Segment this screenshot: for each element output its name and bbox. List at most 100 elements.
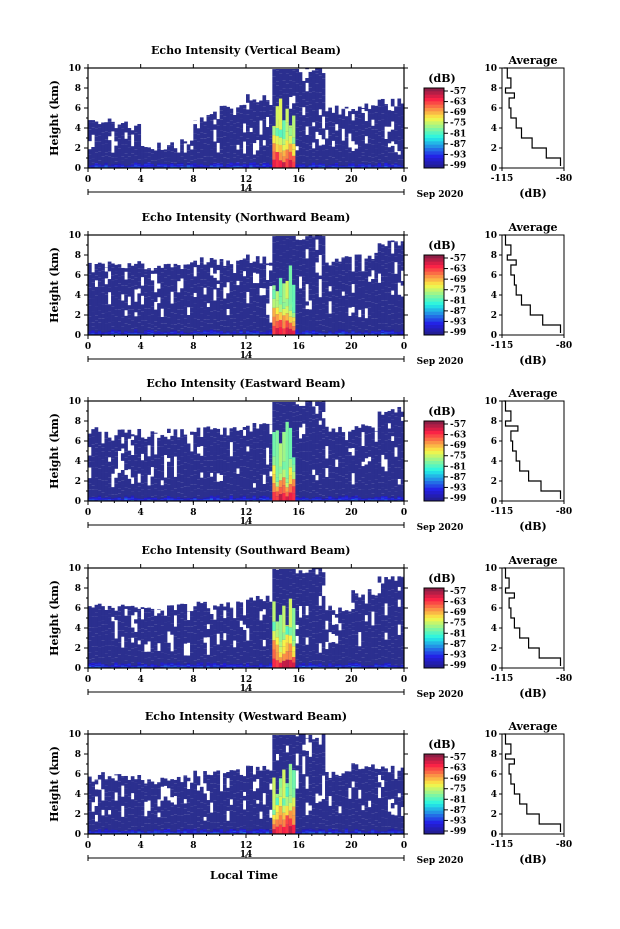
echo-cell	[282, 302, 286, 309]
echo-cell	[361, 452, 365, 462]
echo-cell	[196, 427, 201, 437]
echo-cell	[226, 462, 230, 469]
profile-y-tick-label: 2	[491, 144, 497, 154]
echo-cell	[160, 163, 165, 165]
echo-cell	[94, 489, 99, 501]
echo-cell	[278, 319, 283, 328]
echo-cell	[236, 264, 240, 270]
echo-cell	[255, 479, 260, 491]
echo-cell	[160, 323, 165, 335]
echo-cell	[374, 165, 379, 166]
echo-cell	[348, 329, 352, 335]
echo-cell	[236, 260, 240, 265]
echo-cell	[315, 282, 319, 287]
echo-cell	[209, 466, 214, 473]
echo-cell	[107, 322, 112, 335]
echo-cell	[180, 499, 184, 500]
colorbar-swatch	[424, 321, 444, 326]
echo-cell	[222, 441, 227, 448]
echo-cell	[262, 277, 267, 283]
colorbar-swatch	[424, 328, 444, 333]
echo-cell	[318, 324, 323, 335]
echo-cell	[249, 646, 253, 657]
echo-cell	[282, 150, 286, 157]
echo-cell	[216, 331, 221, 332]
echo-cell	[239, 447, 244, 460]
echo-cell	[239, 614, 244, 621]
echo-cell	[374, 290, 379, 296]
echo-cell	[117, 309, 122, 322]
echo-cell	[209, 619, 214, 625]
echo-cell	[295, 474, 300, 485]
echo-cell	[203, 294, 207, 302]
echo-cell	[400, 296, 404, 309]
echo-cell	[127, 638, 132, 651]
echo-cell	[380, 306, 385, 313]
echo-cell	[114, 136, 119, 142]
echo-cell	[252, 613, 257, 621]
echo-cell	[140, 495, 145, 501]
echo-cell	[226, 132, 230, 143]
echo-cell	[308, 235, 313, 239]
echo-cell	[364, 166, 369, 167]
echo-cell	[143, 498, 148, 500]
echo-cell	[236, 634, 240, 643]
echo-cell	[331, 498, 336, 500]
echo-cell	[387, 248, 392, 257]
echo-cell	[338, 426, 342, 436]
echo-cell	[301, 99, 306, 108]
echo-cell	[328, 431, 332, 440]
echo-cell	[199, 455, 204, 464]
echo-cell	[203, 319, 207, 323]
echo-cell	[229, 264, 234, 269]
echo-cell	[242, 498, 247, 500]
echo-cell	[91, 467, 95, 479]
echo-cell	[255, 116, 260, 126]
echo-cell	[94, 427, 99, 433]
echo-cell	[97, 663, 102, 665]
echo-cell	[288, 310, 293, 317]
echo-cell	[321, 110, 326, 117]
echo-cell	[206, 156, 211, 168]
echo-cell	[367, 163, 372, 165]
echo-cell	[321, 276, 326, 282]
echo-cell	[104, 332, 109, 334]
echo-cell	[301, 331, 306, 333]
echo-cell	[91, 498, 95, 500]
echo-cell	[219, 454, 224, 460]
echo-cell	[117, 496, 122, 498]
colorbar-swatch	[424, 124, 444, 129]
echo-cell	[397, 331, 402, 333]
echo-cell	[153, 641, 158, 646]
echo-cell	[354, 482, 359, 488]
echo-cell	[377, 294, 382, 303]
echo-cell	[246, 599, 250, 608]
echo-cell	[120, 604, 125, 616]
echo-cell	[117, 148, 122, 161]
echo-cell	[371, 499, 375, 501]
echo-cell	[344, 284, 349, 295]
echo-cell	[265, 331, 270, 333]
y-tick-label: 10	[68, 397, 81, 407]
echo-cell	[114, 157, 119, 162]
echo-cell	[120, 657, 125, 668]
echo-cell	[213, 165, 217, 167]
echo-cell	[226, 499, 230, 500]
panel-title: Echo Intensity (Eastward Beam)	[146, 377, 345, 390]
echo-cell	[130, 333, 135, 335]
echo-cell	[97, 433, 102, 446]
echo-cell	[153, 309, 158, 322]
echo-cell	[91, 616, 95, 628]
echo-cell	[101, 665, 105, 666]
echo-cell	[117, 126, 122, 139]
echo-cell	[278, 421, 283, 425]
echo-cell	[186, 164, 191, 166]
echo-cell	[397, 409, 402, 418]
echo-cell	[143, 163, 148, 165]
echo-cell	[249, 617, 253, 626]
echo-cell	[153, 499, 158, 500]
echo-cell	[173, 165, 178, 167]
echo-cell	[331, 489, 336, 501]
echo-cell	[137, 629, 142, 641]
echo-cell	[255, 156, 260, 168]
